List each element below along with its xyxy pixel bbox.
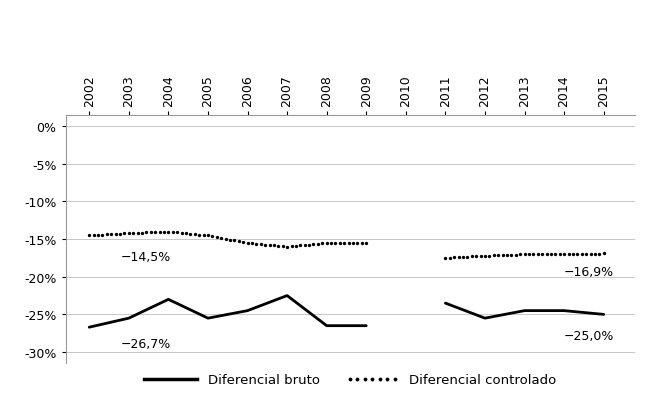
Text: −14,5%: −14,5% (121, 251, 171, 264)
Text: −25,0%: −25,0% (564, 330, 614, 343)
Text: −16,9%: −16,9% (564, 266, 614, 279)
Legend: Diferencial bruto, Diferencial controlado: Diferencial bruto, Diferencial controlad… (139, 368, 562, 392)
Text: −26,7%: −26,7% (121, 337, 171, 350)
